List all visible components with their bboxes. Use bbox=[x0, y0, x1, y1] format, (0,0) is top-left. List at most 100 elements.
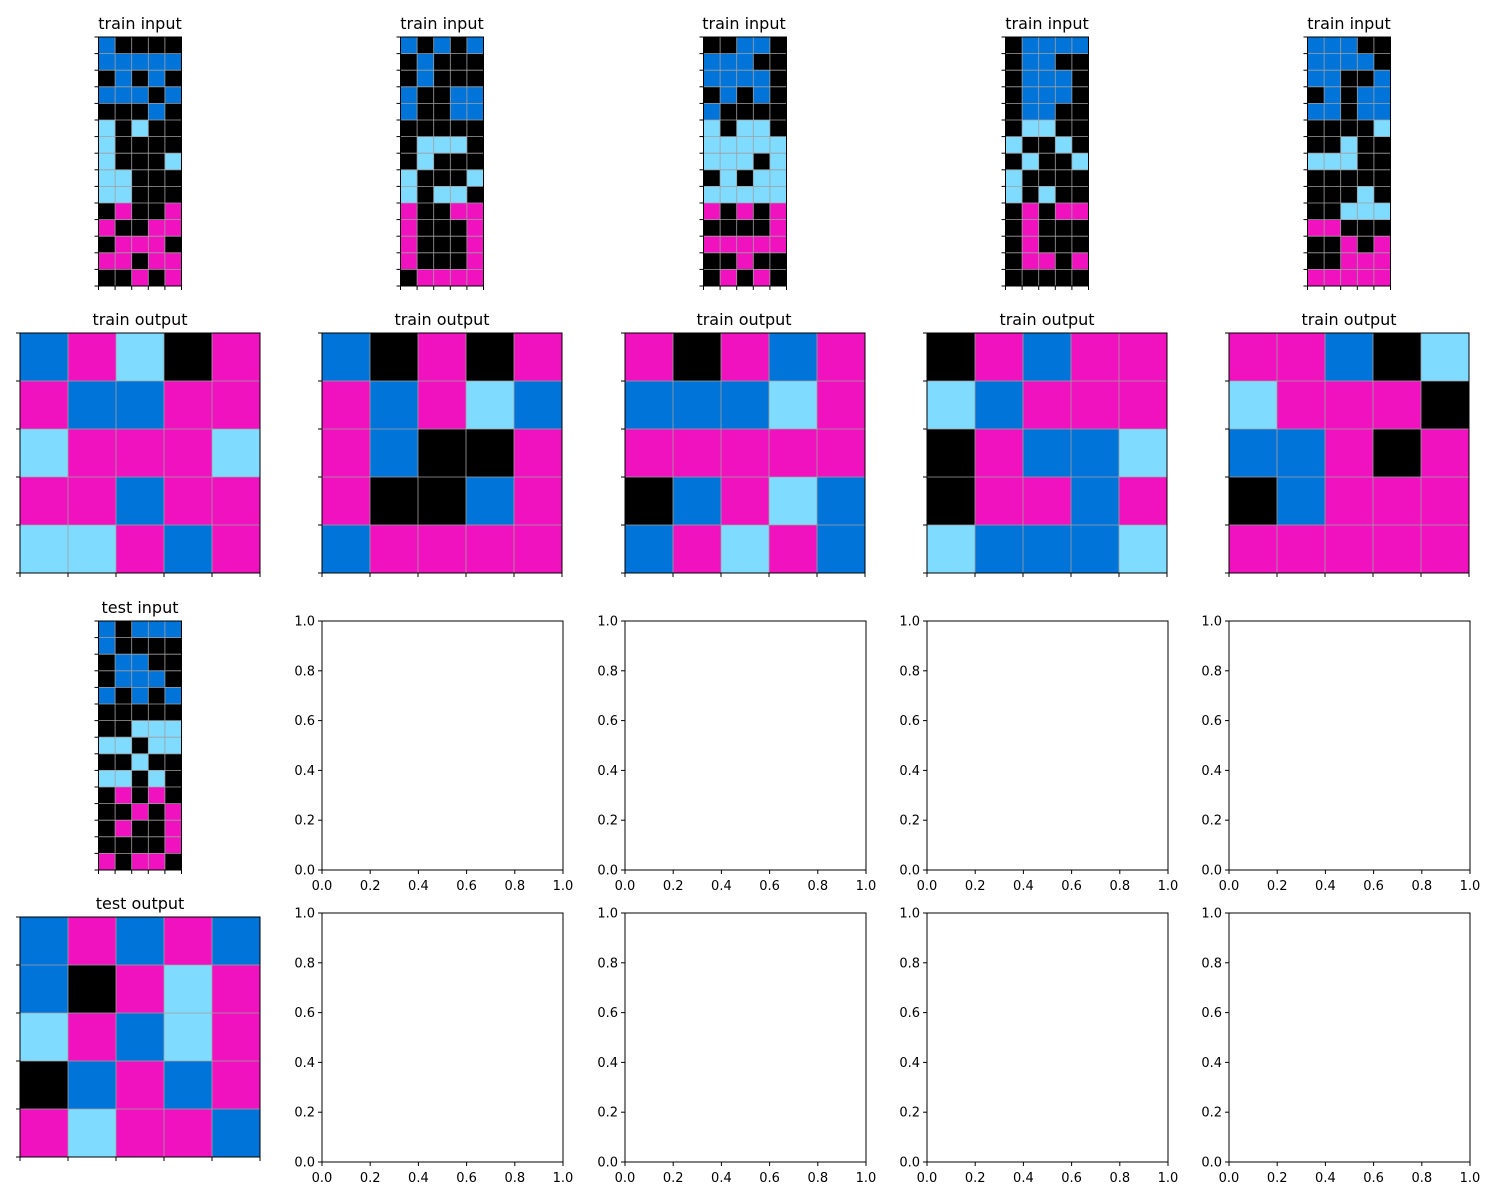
train-output-5-cell bbox=[1373, 477, 1422, 526]
train-output-title-3: train output bbox=[696, 310, 791, 329]
train-input-5-cell bbox=[1373, 186, 1391, 204]
train-input-1-cell bbox=[115, 153, 132, 171]
train-output-5-cell bbox=[1229, 477, 1278, 526]
train-output-1-cell bbox=[164, 333, 213, 382]
train-input-4-cell bbox=[1038, 269, 1056, 287]
train-input-5-cell bbox=[1324, 169, 1341, 187]
train-output-4-cell bbox=[1119, 477, 1168, 526]
train-input-5-cell bbox=[1357, 203, 1375, 220]
empty-axes-r4-1-xtick-label: 0.2 bbox=[360, 1171, 381, 1186]
empty-axes-r4-1-ytick-label: 0.6 bbox=[294, 1006, 315, 1021]
train-input-3-frame bbox=[703, 36, 787, 287]
train-input-1-cell bbox=[98, 186, 116, 204]
train-input-2-cell bbox=[433, 53, 451, 71]
test-input-cell bbox=[164, 654, 182, 672]
test-input-cell bbox=[115, 836, 132, 854]
train-output-3-cell bbox=[817, 381, 866, 430]
train-input-1-cell bbox=[148, 120, 166, 137]
test-output-cell bbox=[20, 917, 69, 966]
train-input-4-cell bbox=[1005, 53, 1023, 71]
train-output-4-cell bbox=[927, 333, 976, 382]
train-input-4-cell bbox=[1022, 86, 1039, 104]
test-input-cell bbox=[148, 820, 166, 838]
train-input-3-cell bbox=[736, 236, 754, 254]
train-input-3-cell bbox=[769, 103, 787, 121]
train-input-3-cell bbox=[703, 53, 721, 71]
train-input-1-cell bbox=[164, 269, 182, 287]
train-output-title-2: train output bbox=[394, 310, 489, 329]
train-input-5-cell bbox=[1307, 37, 1325, 54]
train-input-title-1: train input bbox=[98, 14, 181, 33]
train-input-4-cell bbox=[1038, 53, 1056, 71]
test-input-cell bbox=[98, 836, 116, 854]
train-input-4-cell bbox=[1055, 252, 1073, 270]
train-output-5-cell bbox=[1373, 525, 1422, 574]
test-output-cell bbox=[68, 1061, 117, 1110]
test-input-cell bbox=[148, 704, 166, 721]
train-input-1-cell bbox=[164, 86, 182, 104]
test-input-cell bbox=[98, 853, 116, 871]
train-input-3-cell bbox=[753, 219, 771, 237]
empty-axes-r3-4-ytick-label: 0.6 bbox=[1201, 714, 1222, 729]
test-input-cell bbox=[131, 720, 149, 738]
train-input-2-cell bbox=[466, 186, 484, 204]
train-input-2-cell bbox=[466, 136, 484, 154]
train-output-4-cell bbox=[1071, 333, 1120, 382]
train-input-2-cell bbox=[433, 86, 451, 104]
train-output-2-cell bbox=[370, 381, 419, 430]
train-output-3-cell bbox=[625, 381, 674, 430]
empty-axes-r3-1-xtick-label: 0.8 bbox=[504, 879, 525, 894]
train-input-3-cell bbox=[736, 269, 754, 287]
train-input-3-cell bbox=[736, 103, 754, 121]
empty-axes-r4-1-xtick-label: 0.0 bbox=[312, 1171, 333, 1186]
train-output-4-cell bbox=[1119, 333, 1168, 382]
test-output-cell bbox=[212, 1109, 261, 1158]
train-output-4-cell bbox=[1023, 525, 1072, 574]
train-input-4-cell bbox=[1038, 219, 1056, 237]
train-input-1-cell bbox=[131, 269, 149, 287]
test-input-cell bbox=[164, 770, 182, 788]
train-output-4-cell bbox=[927, 477, 976, 526]
train-output-5-cell bbox=[1325, 525, 1374, 574]
test-input-cell bbox=[148, 621, 166, 638]
empty-axes-r4-3-xtick-label: 0.2 bbox=[965, 1171, 986, 1186]
test-output-cell bbox=[68, 917, 117, 966]
train-output-2-cell bbox=[322, 525, 371, 574]
test-output-cell bbox=[116, 1061, 165, 1110]
train-input-5-cell bbox=[1357, 86, 1375, 104]
train-input-3-cell bbox=[703, 153, 721, 171]
train-input-1-cell bbox=[115, 203, 132, 220]
train-input-2-cell bbox=[450, 186, 468, 204]
train-input-4-cell bbox=[1005, 219, 1023, 237]
empty-axes-r3-3-xtick-label: 0.6 bbox=[1061, 879, 1082, 894]
empty-axes-r4-3-ytick-label: 0.4 bbox=[899, 1056, 920, 1071]
train-input-4-cell bbox=[1022, 37, 1039, 54]
train-input-5-cell bbox=[1373, 269, 1391, 287]
train-output-3-cell bbox=[721, 477, 770, 526]
empty-axes-r4-4-ytick-label: 0.4 bbox=[1201, 1056, 1222, 1071]
train-input-3-cell bbox=[736, 219, 754, 237]
test-output-cell bbox=[164, 917, 213, 966]
empty-axes-r4-1-ytick-label: 0.0 bbox=[294, 1156, 315, 1171]
train-output-1-cell bbox=[68, 333, 117, 382]
train-output-1-cell bbox=[20, 525, 69, 574]
train-output-4-cell bbox=[1023, 429, 1072, 478]
train-input-5-cell bbox=[1307, 86, 1325, 104]
train-input-2-cell bbox=[466, 103, 484, 121]
empty-axes-r3-4-xtick-label: 0.8 bbox=[1411, 879, 1432, 894]
train-output-1-cell bbox=[212, 333, 261, 382]
test-input-cell bbox=[131, 654, 149, 672]
train-input-2-cell bbox=[417, 203, 434, 220]
train-input-3-cell bbox=[720, 70, 737, 88]
train-input-3-cell bbox=[703, 252, 721, 270]
train-output-3-cell bbox=[769, 381, 818, 430]
train-input-4-cell bbox=[1022, 186, 1039, 204]
empty-axes-r3-3-xtick-label: 0.0 bbox=[917, 879, 938, 894]
test-input-cell bbox=[131, 803, 149, 821]
test-input-cell bbox=[131, 737, 149, 755]
train-output-1-cell bbox=[212, 429, 261, 478]
train-input-4-cell bbox=[1005, 103, 1023, 121]
train-input-1-cell bbox=[148, 186, 166, 204]
empty-axes-r3-2-ytick-label: 1.0 bbox=[597, 615, 618, 630]
empty-axes-r4-4-ytick-label: 0.8 bbox=[1201, 956, 1222, 971]
